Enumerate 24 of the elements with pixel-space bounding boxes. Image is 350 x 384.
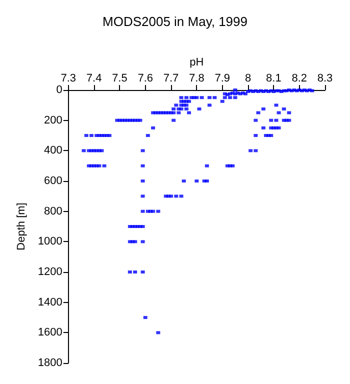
- x-tick-label: 7.6: [138, 72, 154, 84]
- x-tick-label: 7.9: [214, 72, 230, 84]
- x-tick-label: 7.4: [86, 72, 102, 84]
- x-tick-label: 8: [244, 72, 252, 84]
- x-tick-label: 8.3: [317, 72, 333, 84]
- x-tick-label: 7.5: [112, 72, 128, 84]
- x-axis-title: pH: [190, 56, 204, 68]
- y-tick-label: 1400: [38, 296, 62, 308]
- x-tick-label: 7.3: [60, 72, 76, 84]
- y-tick-label: 1600: [38, 326, 62, 339]
- y-tick-label: 400: [44, 144, 62, 157]
- x-tick-label: 7.8: [189, 72, 204, 84]
- y-tick-label: 1800: [38, 357, 62, 369]
- x-tick-label: 7.7: [163, 72, 179, 84]
- y-tick-label: 800: [44, 205, 62, 218]
- x-tick-label: 8.2: [292, 72, 307, 84]
- x-tick-label: 8.1: [266, 72, 282, 84]
- chart-title: MODS2005 in May, 1999: [102, 14, 248, 29]
- y-tick-label: 1000: [38, 236, 62, 248]
- y-tick-label: 0: [56, 84, 62, 96]
- y-tick-label: 1200: [38, 266, 62, 278]
- y-tick-label: 600: [44, 175, 62, 187]
- y-axis-title: Depth [m]: [16, 202, 28, 250]
- y-tick-label: 200: [44, 114, 62, 126]
